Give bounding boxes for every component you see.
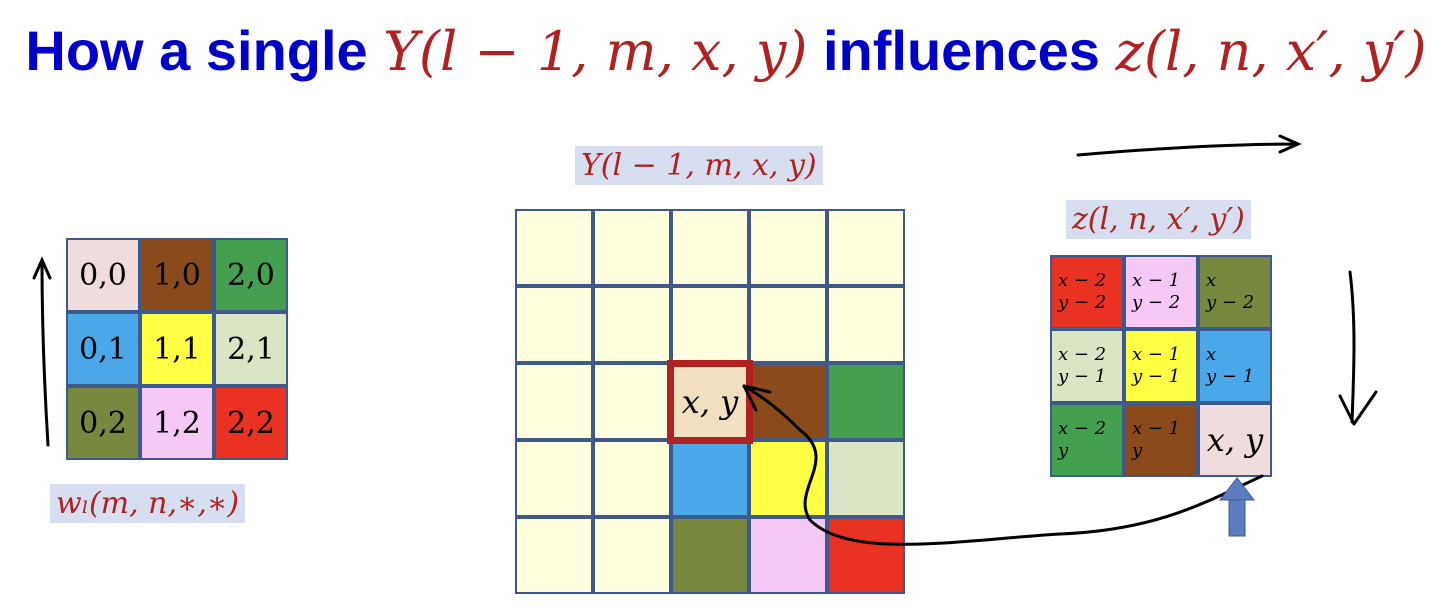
input-cell-10 bbox=[515, 363, 593, 440]
input-cell-2 bbox=[671, 209, 749, 286]
input-map-grid: x, y bbox=[515, 209, 905, 594]
filter-cell-7: 1,2 bbox=[140, 386, 214, 460]
z-map-label: z(l, n, x′, y′) bbox=[1066, 200, 1251, 239]
input-cell-0 bbox=[515, 209, 593, 286]
input-cell-18 bbox=[749, 440, 827, 517]
input-cell-6 bbox=[593, 286, 671, 363]
filter-cell-3: 0,1 bbox=[66, 312, 140, 386]
title-math-z: z(l, n, x′, y′) bbox=[1115, 20, 1427, 83]
filter-cell-4: 1,1 bbox=[140, 312, 214, 386]
input-cell-4 bbox=[827, 209, 905, 286]
input-cell-8 bbox=[749, 286, 827, 363]
filter-cell-2: 2,0 bbox=[214, 238, 288, 312]
input-cell-16 bbox=[593, 440, 671, 517]
input-cell-20 bbox=[515, 517, 593, 594]
input-cell-24 bbox=[827, 517, 905, 594]
input-cell-13 bbox=[749, 363, 827, 440]
input-cell-19 bbox=[827, 440, 905, 517]
title-text-a: How a single bbox=[25, 19, 384, 82]
filter-grid: 0,0 1,0 2,0 0,1 1,1 2,1 0,2 1,2 2,2 bbox=[66, 238, 288, 460]
title-text-b: influences bbox=[807, 19, 1116, 82]
filter-cell-8: 2,2 bbox=[214, 386, 288, 460]
input-cell-1 bbox=[593, 209, 671, 286]
highlighted-input-cell bbox=[667, 360, 753, 444]
input-cell-15 bbox=[515, 440, 593, 517]
slide-title: How a single Y(l − 1, m, x, y) influence… bbox=[0, 18, 1452, 83]
y-map-label: Y(l − 1, m, x, y) bbox=[575, 146, 823, 185]
input-cell-14 bbox=[827, 363, 905, 440]
input-cell-21 bbox=[593, 517, 671, 594]
input-cell-23 bbox=[749, 517, 827, 594]
input-cell-5 bbox=[515, 286, 593, 363]
input-cell-17 bbox=[671, 440, 749, 517]
right-down-arrow bbox=[1338, 270, 1378, 426]
title-math-y: Y(l − 1, m, x, y) bbox=[383, 20, 808, 83]
curved-link-arrow bbox=[742, 384, 1264, 546]
top-right-arrow bbox=[1076, 134, 1302, 157]
left-up-arrow bbox=[32, 256, 52, 447]
input-cell-22 bbox=[671, 517, 749, 594]
filter-cell-5: 2,1 bbox=[214, 312, 288, 386]
input-cell-7 bbox=[671, 286, 749, 363]
output-cell-8: x, y bbox=[1198, 403, 1272, 477]
up-block-arrow bbox=[1218, 477, 1256, 537]
filter-cell-1: 1,0 bbox=[140, 238, 214, 312]
filter-cell-6: 0,2 bbox=[66, 386, 140, 460]
input-cell-9 bbox=[827, 286, 905, 363]
input-cell-3 bbox=[749, 209, 827, 286]
filter-label: wₗ(m, n,∗,∗) bbox=[50, 484, 246, 523]
filter-cell-0: 0,0 bbox=[66, 238, 140, 312]
input-cell-12: x, y bbox=[671, 363, 749, 440]
